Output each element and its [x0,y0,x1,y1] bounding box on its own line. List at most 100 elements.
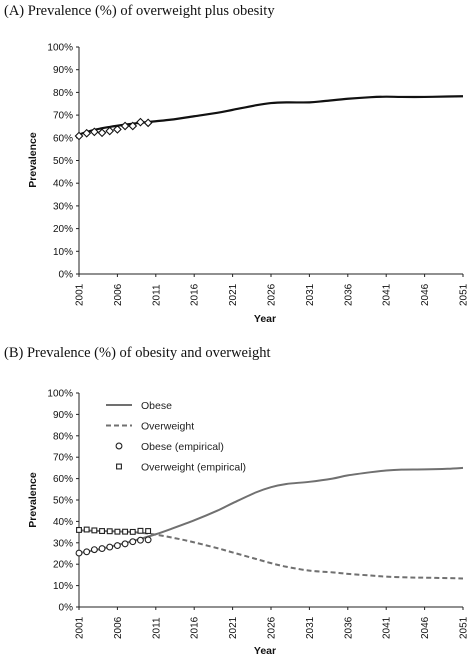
y-axis-label-b: Prevalence [27,472,39,528]
axes-a [78,47,463,275]
data-point-obese-empirical [75,549,83,557]
data-point-obese-empirical [83,548,91,556]
y-tick-label: 60% [53,133,73,144]
y-tick-label: 70% [53,453,73,464]
x-tick-label: 2026 [267,283,278,306]
x-axis-ticks-a: 2001 2006 2011 2016 2021 2026 2031 2036 2041 2046… [75,274,470,306]
y-tick-label: 0% [59,603,74,614]
data-point-diamond [105,126,115,136]
y-axis-ticks-a: 0% 10% 20% 30% 40% 50% 60% 70% 80% 90% 100% [47,43,79,281]
data-point-overweight-empirical [99,528,105,534]
y-tick-label: 0% [59,270,74,281]
x-tick-label: 2046 [420,283,431,306]
y-tick-label: 50% [53,156,73,167]
chart-panel-b: (B) Prevalence (%) of obesity and overwe… [4,345,470,657]
data-point-diamond [113,125,122,134]
series-line-obese [78,466,464,555]
x-tick-label: 2036 [343,283,354,306]
legend-label: Overweight [141,420,194,432]
data-point-obese-empirical [106,543,114,551]
data-point-diamond [143,118,153,128]
x-tick-label: 2001 [75,616,86,639]
x-tick-label: 2051 [459,283,470,306]
legend-swatch-overweight-empirical [116,463,122,470]
x-axis-ticks-b: 2001 2006 2011 2016 2021 2026 2031 2036 2041 2046… [75,607,470,639]
legend-label: Obese [141,400,172,412]
y-tick-label: 70% [53,111,73,122]
data-point-overweight-empirical [91,527,98,534]
data-point-obese-empirical [113,542,121,550]
series-line-total [78,95,464,136]
x-tick-label: 2031 [305,283,316,306]
chart-panel-a: (A) Prevalence (%) of overweight plus ob… [4,3,470,325]
legend-label: Overweight (empirical) [141,461,246,473]
x-axis-label-a: Year [254,313,276,325]
data-point-diamond [128,121,138,131]
data-point-overweight-empirical [114,528,121,535]
y-tick-label: 100% [47,389,73,400]
x-tick-label: 2031 [305,616,316,639]
y-tick-label: 90% [53,65,73,76]
x-tick-label: 2006 [113,283,124,306]
data-point-diamond [97,128,107,138]
x-tick-label: 2021 [228,283,239,306]
x-tick-label: 2046 [420,616,431,639]
data-point-overweight-empirical [106,528,113,535]
data-point-diamond [74,131,84,141]
data-point-overweight-empirical [129,528,136,535]
y-tick-label: 100% [47,43,73,54]
legend-label: Obese (empirical) [141,441,224,453]
y-tick-label: 30% [53,538,73,549]
data-point-diamond [136,117,145,127]
x-tick-label: 2001 [75,283,86,306]
y-tick-label: 10% [53,581,73,592]
x-tick-label: 2026 [267,616,278,639]
x-tick-label: 2041 [382,616,393,639]
y-tick-label: 20% [53,560,73,571]
series-group-b [75,466,464,580]
x-tick-label: 2051 [459,616,470,639]
chart-title-b: (B) Prevalence (%) of obesity and overwe… [4,345,271,361]
x-tick-label: 2011 [151,617,162,639]
data-point-obese-empirical [121,540,129,548]
axes-b [78,393,463,608]
y-tick-label: 50% [53,496,73,507]
y-tick-label: 40% [53,179,73,190]
y-tick-label: 80% [53,88,73,99]
data-point-overweight-empirical [145,528,152,534]
x-tick-label: 2041 [382,283,393,306]
y-axis-label-a: Prevalence [27,132,39,188]
chart-title-a: (A) Prevalence (%) of overweight plus ob… [4,3,275,19]
x-tick-label: 2011 [151,284,162,306]
data-point-overweight-empirical [83,526,90,533]
data-point-obese-empirical [98,545,106,553]
data-point-diamond [89,127,99,137]
legend-swatch-obese-empirical [115,442,123,450]
data-point-diamond [82,128,92,138]
data-point-obese-empirical [129,538,137,546]
data-point-overweight-empirical [137,527,144,534]
legend-b: Obese Overweight Obese (empirical) Overweig… [106,400,246,473]
series-group-a [74,95,464,141]
y-tick-label: 40% [53,517,73,528]
data-point-obese-empirical [144,536,152,544]
y-tick-label: 80% [53,431,73,442]
data-point-obese-empirical [136,536,144,544]
data-point-obese-empirical [90,546,98,554]
data-point-overweight-empirical [122,528,129,535]
y-tick-label: 60% [53,474,73,485]
data-point-overweight-empirical [76,527,82,533]
x-tick-label: 2021 [228,616,239,639]
x-tick-label: 2016 [190,283,201,306]
x-axis-label-b: Year [254,645,276,657]
x-tick-label: 2016 [190,616,201,639]
series-line-overweight [78,529,464,580]
x-tick-label: 2036 [343,616,354,639]
y-tick-label: 10% [53,247,73,258]
data-point-diamond [120,121,130,131]
y-tick-label: 30% [53,201,73,212]
y-axis-ticks-b: 0% 10% 20% 30% 40% 50% 60% 70% 80% 90% 100% [47,389,79,614]
x-tick-label: 2006 [113,616,124,639]
y-tick-label: 20% [53,224,73,235]
